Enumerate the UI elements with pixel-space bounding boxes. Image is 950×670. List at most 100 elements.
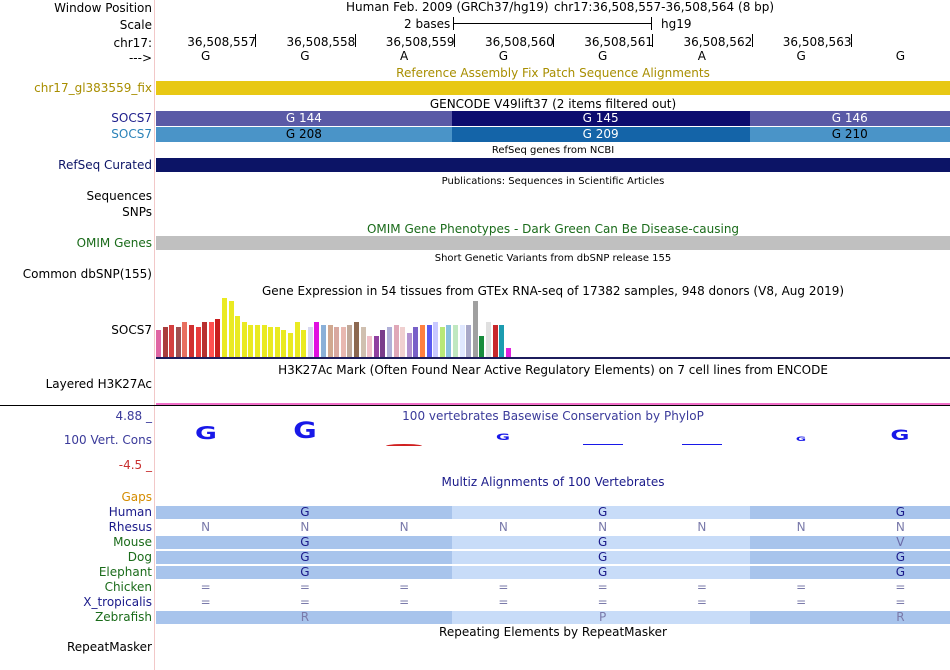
publications-label-sequences[interactable]: Sequences [86, 189, 152, 203]
gencode-exon-segment[interactable]: G 145 [451, 111, 750, 126]
position-text[interactable]: chr17:36,508,557-36,508,564 (8 bp) [554, 0, 775, 14]
gtex-tissue-bar[interactable] [169, 325, 175, 357]
multiz-base: G [597, 565, 608, 579]
gtex-tissue-bar[interactable] [195, 327, 201, 357]
multiz-base: N [300, 520, 310, 534]
gtex-label[interactable]: SOCS7 [111, 323, 152, 337]
gencode-transcript-2[interactable]: G 208 G 209 G 210 [156, 127, 950, 142]
gtex-tissue-bar[interactable] [281, 330, 287, 357]
gtex-tissue-bar[interactable] [453, 325, 458, 357]
refseq-label[interactable]: RefSeq Curated [58, 158, 152, 172]
gtex-tissue-bar[interactable] [202, 322, 208, 357]
fix-patch-label[interactable]: chr17_gl383559_fix [34, 81, 152, 95]
gtex-tissue-bar[interactable] [314, 322, 320, 357]
gtex-tissue-bar[interactable] [274, 327, 280, 357]
gtex-tissue-bar[interactable] [189, 325, 194, 357]
multiz-base: = [796, 580, 807, 594]
phylop-label[interactable]: 100 Vert. Cons [63, 433, 152, 447]
repeatmasker-label[interactable]: RepeatMasker [66, 640, 152, 654]
multiz-species-label: X_tropicalis [83, 595, 152, 609]
gtex-tissue-bar[interactable] [459, 325, 465, 357]
gtex-tissue-bar[interactable] [439, 327, 445, 357]
gtex-tissue-bar[interactable] [294, 322, 300, 357]
gtex-tissue-bar[interactable] [354, 322, 359, 357]
fix-patch-bar[interactable] [156, 81, 950, 95]
gtex-tissue-bar[interactable] [228, 301, 234, 357]
gtex-tissue-bar[interactable] [301, 330, 307, 357]
gtex-tissue-bar[interactable] [486, 322, 491, 357]
gtex-tissue-bar[interactable] [505, 348, 511, 357]
gtex-tissue-bar[interactable] [156, 330, 161, 357]
gtex-tissue-bar[interactable] [380, 330, 386, 357]
gtex-tissue-bar[interactable] [321, 325, 326, 357]
gencode-exon-segment[interactable]: G 144 [156, 111, 452, 126]
gtex-tissue-bar[interactable] [327, 325, 333, 357]
phylop-max-label: 4.88 _ [115, 409, 152, 423]
multiz-base: N [895, 520, 905, 534]
omim-bar[interactable] [156, 236, 950, 250]
gtex-tissue-bar[interactable] [492, 325, 498, 357]
gtex-tissue-bar[interactable] [222, 298, 227, 357]
gencode-exon-segment[interactable]: G 209 [451, 127, 750, 142]
gtex-tissue-bar[interactable] [175, 327, 181, 357]
dbsnp-label[interactable]: Common dbSNP(155) [22, 267, 152, 281]
gtex-tissue-bar[interactable] [406, 333, 412, 357]
gtex-tissue-bar[interactable] [420, 325, 425, 357]
gtex-tissue-bar[interactable] [182, 322, 188, 357]
gtex-tissue-bar[interactable] [288, 333, 293, 357]
gtex-tissue-bar[interactable] [387, 327, 392, 357]
gtex-tissue-bar[interactable] [268, 327, 274, 357]
multiz-base: = [895, 580, 906, 594]
gtex-tissue-bar[interactable] [393, 325, 399, 357]
gtex-tissue-bar[interactable] [446, 325, 452, 357]
refseq-bar[interactable] [156, 158, 950, 172]
gtex-tissue-bar[interactable] [208, 322, 214, 357]
ruler-tick [255, 34, 257, 47]
scale-label: Scale [119, 18, 152, 32]
multiz-base: = [696, 580, 707, 594]
gtex-expression-chart[interactable] [156, 298, 950, 357]
gencode-transcript-1[interactable]: G 144 G 145 G 146 [156, 111, 950, 126]
multiz-alignment-band [451, 506, 750, 519]
gencode-label-1[interactable]: SOCS7 [111, 111, 152, 125]
gtex-tissue-bar[interactable] [334, 327, 340, 357]
h3k27ac-signal[interactable] [156, 403, 950, 406]
gtex-tissue-bar[interactable] [433, 322, 439, 357]
gtex-tissue-bar[interactable] [466, 325, 472, 357]
multiz-base: N [201, 520, 211, 534]
multiz-base: = [299, 595, 310, 609]
gtex-tissue-bar[interactable] [261, 325, 267, 357]
gtex-tissue-bar[interactable] [499, 325, 505, 357]
gtex-tissue-bar[interactable] [360, 327, 366, 357]
gtex-tissue-bar[interactable] [255, 325, 260, 357]
gencode-exon-segment[interactable]: G 210 [749, 127, 950, 142]
omim-label[interactable]: OMIM Genes [76, 236, 152, 250]
gencode-exon-segment[interactable]: G 208 [156, 127, 452, 142]
gtex-tissue-bar[interactable] [340, 327, 346, 357]
gtex-tissue-bar[interactable] [347, 325, 353, 357]
gtex-tissue-bar[interactable] [235, 316, 241, 357]
gtex-tissue-bar[interactable] [215, 319, 221, 357]
multiz-base: = [200, 595, 211, 609]
gtex-tissue-bar[interactable] [426, 325, 432, 357]
h3k27ac-label[interactable]: Layered H3K27Ac [45, 377, 152, 391]
gtex-tissue-bar[interactable] [400, 327, 406, 357]
gtex-tissue-bar[interactable] [373, 336, 379, 357]
ruler-base: G [895, 49, 906, 63]
publications-label-snps[interactable]: SNPs [122, 205, 152, 219]
gtex-tissue-bar[interactable] [307, 327, 313, 357]
gtex-tissue-bar[interactable] [162, 327, 168, 357]
gtex-tissue-bar[interactable] [367, 336, 373, 357]
gtex-tissue-bar[interactable] [248, 325, 254, 357]
strand-label: ---> [128, 51, 152, 65]
gtex-tissue-bar[interactable] [241, 322, 247, 357]
gtex-tissue-bar[interactable] [479, 336, 485, 357]
gencode-label-2[interactable]: SOCS7 [111, 127, 152, 141]
multiz-alignment-band [156, 536, 452, 549]
gtex-tissue-bar[interactable] [472, 301, 478, 357]
ruler-coordinate: 36,508,560 [485, 35, 554, 49]
scale-bar-right-tick [651, 17, 652, 30]
gencode-exon-segment[interactable]: G 146 [749, 111, 950, 126]
gtex-tissue-bar[interactable] [413, 327, 419, 357]
